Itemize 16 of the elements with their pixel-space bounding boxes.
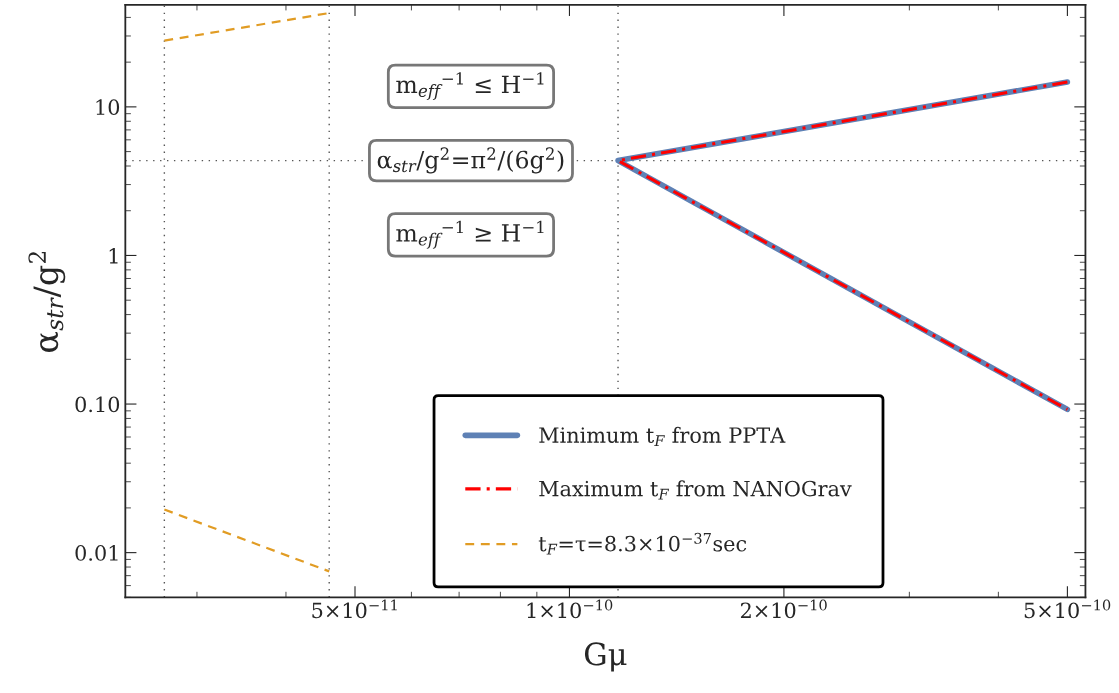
legend-label: Minimum t$_{F}$ from PPTA	[539, 426, 786, 446]
x-tick-label: 2×10$^{−10}$	[740, 599, 827, 619]
legend-label: t$_{F}$=τ=8.3×10$^{−37}$sec	[538, 532, 747, 555]
x-tick-label: 1×10$^{−10}$	[527, 599, 613, 619]
y-tick-label: 0.01	[75, 545, 118, 561]
legend-label: Maximum t$_{F}$ from NANOGrav	[539, 480, 852, 500]
x-axis-title: Gμ	[584, 642, 627, 672]
x-tick-label: 5×10$^{−11}$	[312, 599, 397, 619]
x-tick-label: 5×10$^{−10}$	[1024, 599, 1111, 619]
annotation: m$_{eff}$$^{−1}$ ≥ H$^{−1}$	[396, 220, 544, 249]
y-tick-label: 10	[96, 99, 120, 116]
y-tick-label: 1	[109, 247, 118, 264]
y-axis-title: α$_{str}$/g$^{2}$	[28, 252, 66, 352]
text: α$_{str}$/g$^{2}$=π$^{2}$/(6g$^{2}$)	[377, 147, 564, 174]
annotation: m$_{eff}$$^{−1}$ ≤ H$^{−1}$	[396, 72, 544, 101]
y-tick-label: 0.10	[75, 396, 120, 413]
